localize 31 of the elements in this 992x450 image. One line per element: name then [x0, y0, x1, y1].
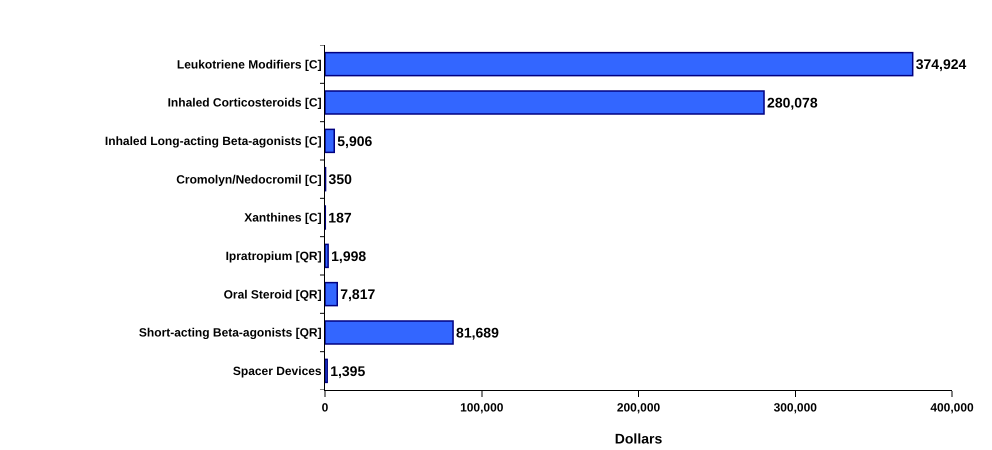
x-tick-label: 300,000	[774, 400, 818, 414]
data-label: 1,395	[330, 362, 366, 379]
x-tick-label: 400,000	[930, 400, 974, 414]
y-tick-label: Cromolyn/Nedocromil [C]	[176, 172, 322, 186]
y-tick-label: Spacer Devices	[232, 364, 322, 378]
data-label: 1,998	[331, 248, 366, 264]
y-tick-label: Ipratropium [QR]	[226, 249, 322, 264]
x-tick-label: 100,000	[460, 400, 504, 414]
bar	[325, 282, 338, 306]
data-label: 5,906	[337, 132, 373, 149]
y-tick-label: Inhaled Long-acting Beta-agonists [C]	[104, 134, 322, 148]
y-tick-label: Short-acting Beta-agonists [QR]	[138, 326, 322, 340]
bar	[325, 128, 336, 154]
data-label: 7,817	[340, 286, 376, 302]
bar	[325, 358, 328, 384]
x-tick-label: 0	[322, 400, 329, 414]
data-label: 81,689	[456, 324, 500, 340]
x-axis-title: Dollars	[614, 430, 662, 447]
y-tick-label: Leukotriene Modifiers [C]	[176, 57, 322, 72]
y-tick-label: Inhaled Corticosteroids [C]	[168, 96, 322, 110]
bar	[325, 90, 765, 115]
data-label: 187	[328, 210, 352, 226]
y-tick-label: Xanthines [C]	[244, 210, 322, 225]
x-tick-label: 200,000	[616, 400, 661, 414]
bar	[325, 244, 329, 268]
y-tick-label: Oral Steroid [QR]	[224, 287, 322, 302]
data-label: 350	[328, 171, 352, 188]
bar	[325, 52, 914, 76]
data-label: 374,924	[916, 56, 967, 72]
data-label: 280,078	[767, 94, 818, 110]
bar	[325, 320, 454, 345]
